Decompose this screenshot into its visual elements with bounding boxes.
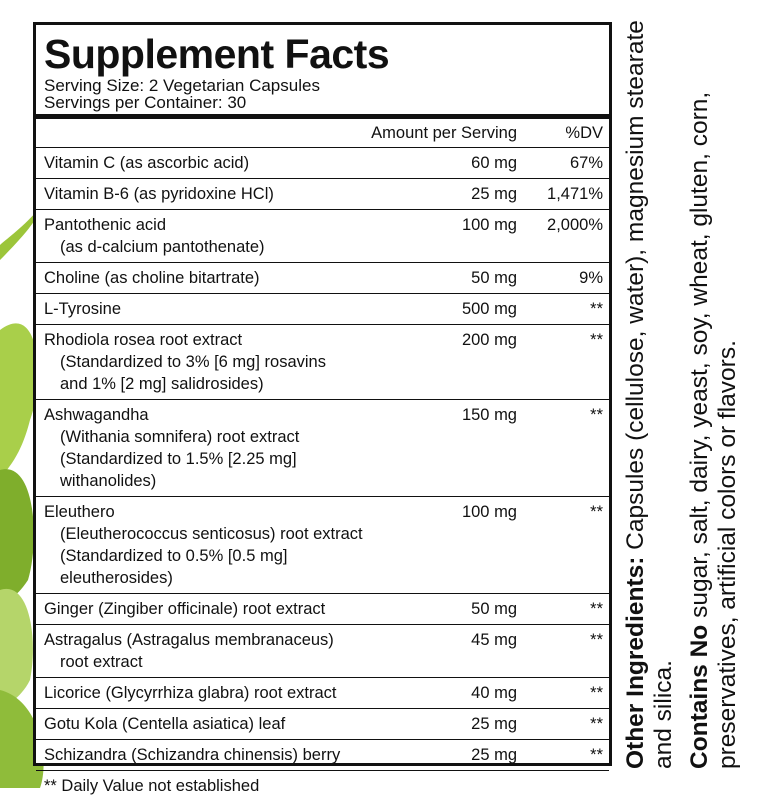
amount: 60 mg: [471, 154, 517, 172]
daily-value: 9%: [579, 269, 603, 287]
ingredient-line: Choline (as choline bitartrate): [44, 269, 260, 287]
amount: 50 mg: [471, 600, 517, 618]
daily-value: 1,471%: [547, 185, 603, 203]
table-row: Astragalus (Astragalus membranaceus) root…: [36, 625, 609, 678]
amount: 25 mg: [471, 715, 517, 733]
ingredient-line: Vitamin C (as ascorbic acid): [44, 154, 250, 172]
table-row: Choline (as choline bitartrate) 50 mg 9%: [36, 263, 609, 294]
servings-per-container: Servings per Container: 30: [44, 93, 247, 112]
ingredient-line: (Withania somnifera) root extract: [60, 428, 300, 446]
daily-value: **: [590, 715, 603, 733]
ingredient-line: root extract: [60, 653, 143, 671]
ingredient: Pantothenic acid (as d-calcium pantothena…: [36, 214, 367, 258]
table-body: Vitamin C (as ascorbic acid) 60 mg 67% Vita…: [36, 148, 609, 771]
ingredient-line: (Standardized to 0.5% [0.5 mg] eleuthero…: [60, 547, 288, 587]
ingredient: Ashwagandha (Withania somnifera) root ext…: [36, 404, 367, 492]
ingredient: Gotu Kola (Centella asiatica) leaf: [36, 713, 367, 735]
amount: 45 mg: [471, 631, 517, 649]
ingredient: L-Tyrosine: [36, 298, 367, 320]
side-text: Other Ingredients: Capsules (cellulose, …: [622, 19, 752, 769]
daily-value: **: [590, 600, 603, 618]
table-row: Rhodiola rosea root extract (Standardized…: [36, 325, 609, 400]
amount: 100 mg: [461, 216, 517, 234]
ingredient: Ginger (Zingiber officinale) root extrac…: [36, 598, 367, 620]
ingredient-line: Ashwagandha: [44, 406, 149, 424]
ingredient: Rhodiola rosea root extract (Standardized…: [36, 329, 367, 395]
daily-value: **: [590, 503, 603, 521]
ingredient: Eleuthero (Eleutherococcus senticosus) ro…: [36, 501, 367, 589]
ingredient-line: (Standardized to 3% [6 mg] rosavins: [60, 353, 326, 371]
table-header: Amount per Serving %DV: [36, 119, 609, 148]
contains-no: Contains No sugar, salt, dairy, yeast, s…: [686, 19, 742, 769]
ingredient-line: Astragalus (Astragalus membranaceus): [44, 631, 334, 649]
ingredient-line: Pantothenic acid: [44, 216, 167, 234]
daily-value: **: [590, 684, 603, 702]
amount: 500 mg: [461, 300, 517, 318]
table-row: Ashwagandha (Withania somnifera) root ext…: [36, 400, 609, 497]
column-header: Amount per Serving: [371, 124, 517, 142]
ingredient-line: (as d-calcium pantothenate): [60, 238, 265, 256]
other-ingredients: Other Ingredients: Capsules (cellulose, …: [622, 19, 678, 769]
leaf-decoration: [0, 210, 44, 788]
ingredient-line: Vitamin B-6 (as pyridoxine HCl): [44, 185, 274, 203]
ingredient-line: Eleuthero: [44, 503, 115, 521]
column-header: %DV: [565, 124, 603, 142]
daily-value: **: [590, 746, 603, 764]
table-row: Ginger (Zingiber officinale) root extrac…: [36, 594, 609, 625]
daily-value: **: [590, 331, 603, 349]
table-row: Eleuthero (Eleutherococcus senticosus) ro…: [36, 497, 609, 594]
amount: 100 mg: [461, 503, 517, 521]
divider: [36, 114, 609, 119]
serving-size: Serving Size: 2 Vegetarian Capsules: [44, 76, 320, 95]
facts-panel: Supplement Facts Serving Size: 2 Vegetar…: [33, 22, 612, 795]
daily-value: **: [590, 300, 603, 318]
ingredient-line: Rhodiola rosea root extract: [44, 331, 243, 349]
ingredient: Vitamin B-6 (as pyridoxine HCl): [36, 183, 367, 205]
label: Contains No: [686, 624, 713, 769]
amount: 25 mg: [471, 746, 517, 764]
table-row: Vitamin C (as ascorbic acid) 60 mg 67%: [36, 148, 609, 179]
daily-value: **: [590, 631, 603, 649]
ingredient-line: L-Tyrosine: [44, 300, 122, 318]
ingredient: Astragalus (Astragalus membranaceus) root…: [36, 629, 367, 673]
amount: 40 mg: [471, 684, 517, 702]
amount: 50 mg: [471, 269, 517, 287]
daily-value: 67%: [569, 154, 603, 172]
ingredient: Licorice (Glycyrrhiza glabra) root extra…: [36, 682, 367, 704]
title: Supplement Facts: [44, 31, 390, 77]
ingredient: Schizandra (Schizandra chinensis) berry: [36, 744, 367, 766]
table-row: Licorice (Glycyrrhiza glabra) root extra…: [36, 678, 609, 709]
ingredient-line: (Eleutherococcus senticosus) root extrac…: [60, 525, 363, 543]
ingredient: Vitamin C (as ascorbic acid): [36, 152, 367, 174]
label: Other Ingredients:: [622, 556, 649, 769]
daily-value: 2,000%: [547, 216, 603, 234]
ingredient-line: Gotu Kola (Centella asiatica) leaf: [44, 715, 286, 733]
amount: 150 mg: [461, 406, 517, 424]
ingredient-line: and 1% [2 mg] salidrosides): [60, 375, 264, 393]
ingredient-line: Schizandra (Schizandra chinensis) berry: [44, 746, 341, 764]
amount: 200 mg: [461, 331, 517, 349]
ingredient-line: Ginger (Zingiber officinale) root extrac…: [44, 600, 326, 618]
ingredient: Choline (as choline bitartrate): [36, 267, 367, 289]
table-row: Vitamin B-6 (as pyridoxine HCl) 25 mg 1,47…: [36, 179, 609, 210]
footnote: ** Daily Value not established: [44, 777, 260, 795]
ingredient-line: (Standardized to 1.5% [2.25 mg] withanol…: [60, 450, 297, 490]
table-row: Pantothenic acid (as d-calcium pantothena…: [36, 210, 609, 263]
table-row: Gotu Kola (Centella asiatica) leaf 25 mg *…: [36, 709, 609, 740]
amount: 25 mg: [471, 185, 517, 203]
ingredient-line: Licorice (Glycyrrhiza glabra) root extra…: [44, 684, 337, 702]
table-row: Schizandra (Schizandra chinensis) berry 2…: [36, 740, 609, 771]
daily-value: **: [590, 406, 603, 424]
table-row: L-Tyrosine 500 mg **: [36, 294, 609, 325]
